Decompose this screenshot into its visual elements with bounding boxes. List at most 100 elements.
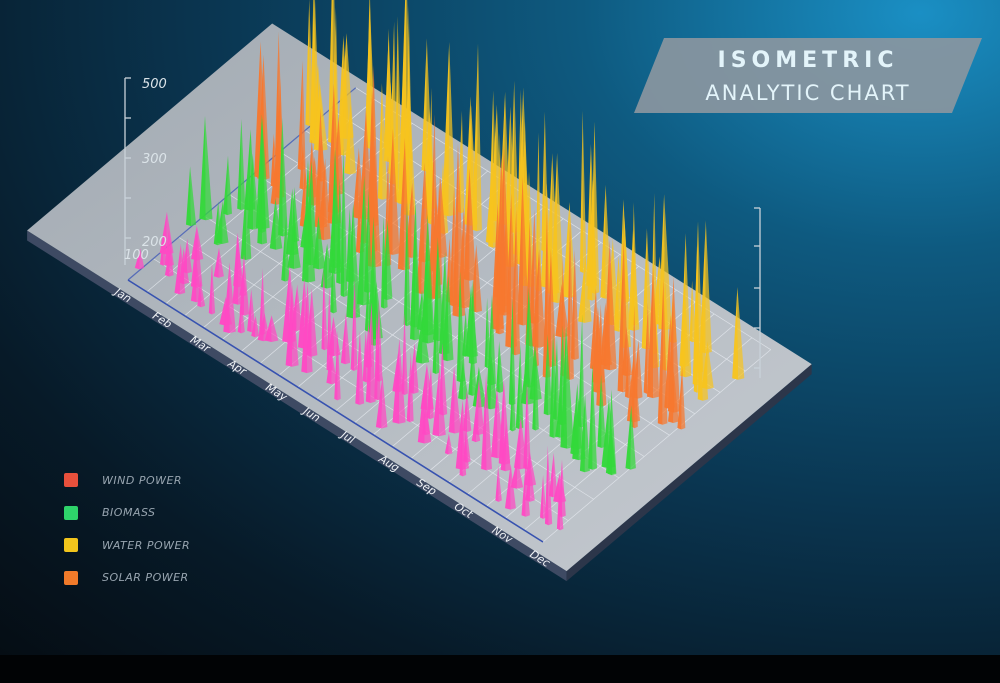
spike-mark [415,315,423,364]
spike-mark-shade [139,248,145,270]
grid-line [410,266,639,459]
spike-mark-shade [407,202,411,327]
spike-mark-shade [514,80,519,233]
spike-mark-shade [519,344,524,430]
spike-mark-shade [229,262,236,334]
spike-mark [515,344,521,430]
spike-mark [531,249,540,348]
spike-mark [313,83,321,151]
spike-mark-shade [427,238,434,344]
spike-mark-shade [275,198,283,250]
spike-mark-shade [581,314,585,428]
spike-mark [298,278,305,349]
spike-mark-shade [183,247,190,285]
spike-mark-shade [448,433,453,455]
spike-mark [430,114,435,272]
legend-item-biomass: BIOMASS [64,497,190,530]
spike-mark-shade [499,341,504,393]
spike-mark [572,398,579,461]
spike-mark [330,247,334,314]
spike-mark [259,268,263,336]
spike-mark [422,238,428,344]
legend-label-biomass: BIOMASS [102,506,156,520]
spike-mark [365,302,372,403]
spike-mark [186,166,192,227]
spike-mark [495,261,500,335]
spike-mark-shade [553,333,559,438]
spike-mark [432,367,440,437]
spike-mark-shade [478,366,487,408]
spike-mark [459,421,463,477]
spike-mark-shade [476,416,481,443]
spike-mark-shade [296,284,302,332]
legend-swatch-wind [64,473,78,488]
spike-mark [264,315,272,342]
spike-mark [588,364,593,470]
spike-mark [398,28,405,205]
legend: WIND POWER BIOMASS WATER POWER SOLAR POW… [64,464,190,594]
spike-mark-shade [547,445,553,526]
spike-mark [540,183,547,288]
spike-mark-shade [584,393,590,473]
spike-mark [364,283,369,332]
spike-mark-shade [179,243,186,295]
spike-mark-shade [383,216,388,309]
spike-mark [535,132,539,292]
spike-mark-shade [527,382,531,470]
spike-mark-shade [436,281,440,374]
spike-mark-shade [318,216,326,270]
legend-item-wind: WIND POWER [64,464,190,497]
spike-mark [625,348,629,399]
spike-mark-shade [200,280,206,308]
spike-mark [472,43,478,232]
spike-mark-shade [227,155,232,216]
legend-label-wind: WIND POWER [102,473,183,487]
spike-mark [500,423,507,472]
legend-swatch-water [64,538,78,553]
spike-mark [579,110,584,273]
spike-mark-shade [408,63,416,216]
spike-mark [247,289,252,333]
legend-swatch-biomass [64,505,78,520]
spike-mark [668,371,674,423]
spike-mark [523,382,528,470]
spike-mark [601,398,609,469]
spike-mark [613,256,620,332]
spike-mark [505,463,511,510]
spike-mark [523,287,530,388]
spike-mark [326,286,330,372]
spike-mark-shade [702,298,709,401]
spike-mark-shade [634,305,638,429]
spike-mark [607,389,612,476]
spike-mark-shade [582,110,587,273]
spike-mark [491,203,498,330]
spike-mark-shade [381,83,388,200]
spike-mark [449,184,455,307]
spike-mark [495,465,499,502]
spike-mark-shade [211,263,216,315]
grid-line [542,349,771,543]
spike-mark [432,181,437,300]
spike-mark [668,276,674,413]
spike-mark [317,158,326,241]
spike-mark-shade [218,247,224,278]
spike-mark-shade [625,264,631,349]
spike-mark [579,393,586,473]
series-wind-power [134,211,567,531]
series-marks [134,0,745,531]
spike-mark-shade [255,315,260,338]
spike-mark-shade [187,238,192,274]
spike-mark-shade [510,463,516,510]
isometric-chart: 500300200100JanFebMarAprMayJunJulAugSepO… [27,0,812,582]
spike-mark [350,278,355,371]
spike-mark-shade [346,33,354,140]
spike-mark [587,179,593,301]
spike-mark [465,285,472,358]
spike-mark [340,148,345,297]
spike-mark [456,271,461,383]
spike-mark [383,82,391,163]
spike-mark [545,445,549,526]
spike-mark [160,237,164,266]
spike-mark [286,188,293,256]
spike-mark-shade [354,278,358,371]
